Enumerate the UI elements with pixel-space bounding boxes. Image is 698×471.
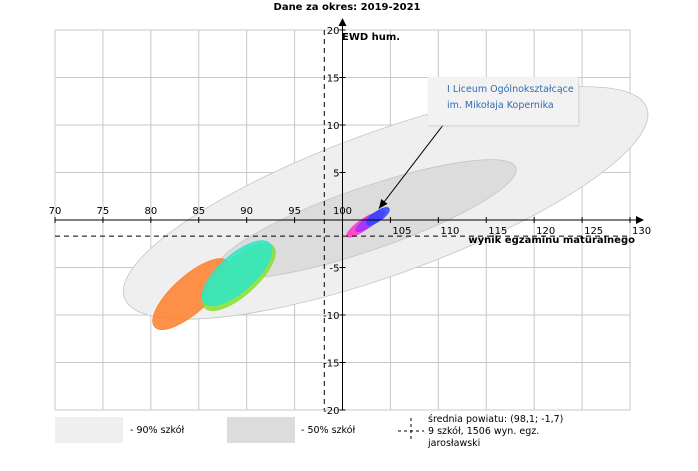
mean-lines (55, 30, 630, 410)
x-axis-label: wynik egzaminu maturalnego (468, 235, 635, 246)
school-callout: I Liceum Ogólnokształcące im. Mikołaja K… (428, 77, 578, 125)
legend-90-label: - 90% szkół (130, 425, 185, 436)
legend-mean-line2: 9 szkół, 1506 wyn. egz. (428, 426, 540, 437)
x-tick-labels: 70 75 80 85 90 95 100 105 110 115 120 125 130 (49, 206, 651, 237)
callout-line-2: im. Mikołaja Kopernika (447, 100, 554, 111)
school-ellipses (152, 207, 390, 330)
legend-mean-line1: średnia powiatu: (98,1; -1,7) (428, 414, 564, 425)
x-tick-label: 95 (288, 206, 301, 217)
annotation-arrowhead (378, 199, 388, 209)
school-ellipse (201, 240, 273, 307)
y-tick-label: -15 (323, 359, 339, 370)
annotation-line (378, 124, 444, 209)
chart-title: Dane za okres: 2019-2021 (274, 2, 421, 13)
x-axis-arrow (636, 216, 644, 224)
x-tick-label: 125 (584, 226, 603, 237)
x-tick-label: 120 (536, 226, 555, 237)
y-tick-label: -10 (323, 311, 339, 322)
legend-90-swatch (55, 417, 123, 443)
y-tick-label: -20 (323, 406, 339, 417)
x-tick-label: 90 (240, 206, 253, 217)
x-tick-label: 70 (49, 206, 62, 217)
x-tick-label: 110 (440, 226, 459, 237)
x-tick-label: 85 (192, 206, 205, 217)
axes (54, 18, 644, 411)
x-tick-label: 105 (392, 226, 411, 237)
y-tick-label: 10 (327, 121, 340, 132)
x-tick-label: 115 (488, 226, 507, 237)
annotation-arrow (378, 124, 444, 209)
y-tick-labels: -20 -15 -10 -5 5 10 15 20 (323, 26, 339, 417)
y-tick-label: -5 (330, 264, 340, 275)
y-axis-label: EWD hum. (342, 32, 400, 43)
callout-line-1: I Liceum Ogólnokształcące (447, 84, 574, 95)
legend-mean-symbol (398, 418, 424, 440)
x-tick-label: 75 (97, 206, 110, 217)
y-tick-label: 15 (327, 74, 340, 85)
x-tick-label: 130 (632, 226, 651, 237)
legend-50-label: - 50% szkół (301, 425, 356, 436)
legend-50-swatch (227, 417, 295, 443)
legend-mean-line3: jarosławski (428, 438, 481, 449)
x-tick-label: 100 (333, 206, 352, 217)
y-tick-label: 20 (327, 26, 340, 37)
y-tick-label: 5 (333, 169, 339, 180)
y-axis-arrow (338, 18, 347, 26)
x-tick-label: 80 (144, 206, 157, 217)
